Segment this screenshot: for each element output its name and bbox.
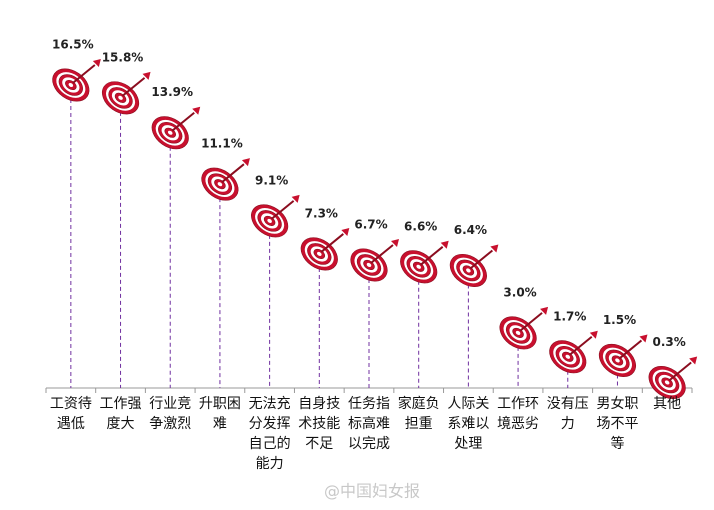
- category-label: 其他: [653, 396, 681, 412]
- arrow-fletch: [440, 240, 449, 249]
- category-label: 人际关系难以处理: [447, 396, 489, 452]
- category-label: 工作环境恶劣: [497, 396, 539, 432]
- arrow-shaft: [121, 77, 146, 97]
- category-label: 没有压力: [547, 396, 589, 432]
- value-label: 13.9%: [151, 85, 193, 99]
- arrow-shaft: [221, 163, 245, 183]
- target-ring: [118, 95, 123, 100]
- watermark: @中国妇女报: [324, 482, 420, 501]
- value-label: 1.5%: [603, 313, 636, 327]
- arrow-shaft: [72, 64, 96, 84]
- arrow-shaft: [370, 244, 394, 264]
- arrow-fletch: [341, 227, 350, 236]
- arrow-shaft: [420, 246, 444, 266]
- value-label: 0.3%: [653, 335, 686, 349]
- arrow-shaft: [668, 361, 692, 382]
- value-label: 9.1%: [255, 173, 288, 187]
- arrow-fletch: [291, 194, 300, 203]
- arrow-shaft: [270, 200, 295, 220]
- target-ring: [416, 264, 421, 269]
- arrow-fletch: [92, 59, 101, 67]
- value-label: 3.0%: [503, 285, 536, 299]
- target-ring: [317, 251, 322, 257]
- arrow-fletch: [142, 71, 151, 80]
- target-ring: [267, 218, 272, 223]
- arrow-fletch: [391, 238, 399, 247]
- value-label: 16.5%: [52, 38, 94, 52]
- arrow-shaft: [569, 336, 593, 356]
- arrow-fletch: [241, 158, 250, 167]
- category-label: 自身技术技能不足: [298, 396, 340, 452]
- target-ring: [68, 82, 74, 88]
- value-label: 6.7%: [354, 217, 387, 231]
- arrow-fletch: [589, 330, 598, 339]
- arrow-fletch: [192, 106, 201, 115]
- arrow-shaft: [320, 233, 344, 253]
- arrow-shaft: [519, 312, 543, 332]
- target-ring: [515, 330, 521, 335]
- target-ring: [366, 262, 372, 268]
- target-icon: [400, 250, 438, 284]
- arrow-shaft: [469, 249, 494, 270]
- category-label: 家庭负担重: [398, 395, 440, 432]
- value-label: 6.6%: [404, 219, 437, 233]
- arrow-shaft: [171, 111, 195, 132]
- value-label: 6.4%: [454, 223, 487, 237]
- category-label: 工作强度大: [100, 396, 142, 432]
- category-label: 无法充分发挥自己的能力: [249, 396, 291, 472]
- target-ring: [466, 268, 471, 273]
- target-ring: [167, 130, 173, 135]
- target-ring: [217, 182, 223, 187]
- arrow-shaft: [618, 339, 643, 360]
- arrow-fletch: [689, 356, 698, 365]
- category-label: 升职困难: [199, 396, 241, 432]
- arrow-fletch: [639, 334, 648, 343]
- value-label: 1.7%: [553, 309, 586, 323]
- category-label: 行业竞争激烈: [149, 395, 191, 432]
- target-ring: [615, 358, 620, 363]
- target-ring: [565, 354, 571, 359]
- value-label: 7.3%: [305, 206, 338, 220]
- category-label: 任务指标高难以完成: [348, 396, 390, 452]
- value-label: 11.1%: [201, 137, 243, 151]
- arrow-fletch: [540, 306, 549, 315]
- arrow-fletch: [490, 244, 499, 253]
- category-label: 男女职场不平等: [596, 395, 638, 452]
- target-ring: [664, 380, 670, 385]
- category-label: 工资待遇低: [50, 396, 92, 432]
- value-label: 15.8%: [102, 50, 144, 64]
